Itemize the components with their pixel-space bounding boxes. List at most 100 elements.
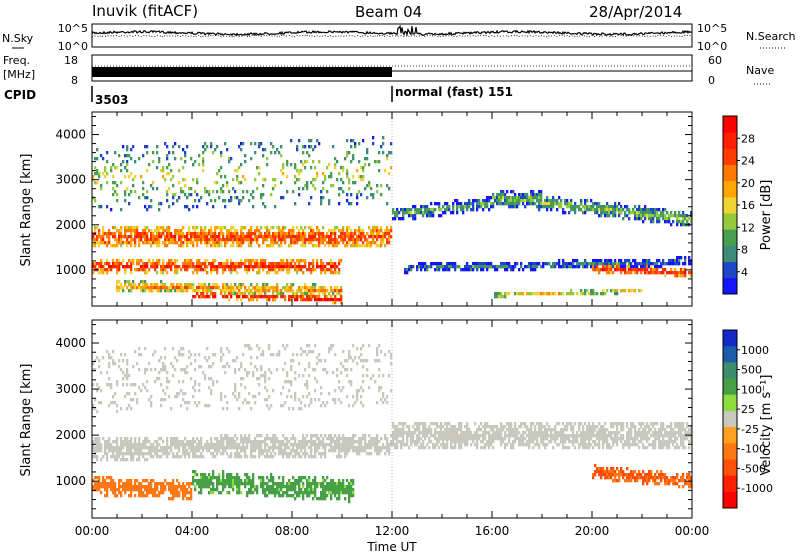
velocity-cell xyxy=(130,479,133,483)
power-cell xyxy=(222,232,225,236)
power-cell xyxy=(496,268,499,272)
velocity-cell xyxy=(342,365,345,369)
power-cell xyxy=(636,268,639,272)
power-cell xyxy=(410,211,413,215)
power-cell xyxy=(686,217,689,221)
power-cell xyxy=(292,292,295,296)
velocity-cell xyxy=(140,491,143,495)
velocity-cell xyxy=(134,350,137,354)
power-cell xyxy=(298,295,301,299)
power-cell xyxy=(256,241,259,245)
power-cell xyxy=(422,265,425,269)
power-cell xyxy=(94,226,97,230)
power-cell xyxy=(216,238,219,242)
velocity-cell xyxy=(138,443,141,447)
power-cell xyxy=(544,202,547,206)
power-cell xyxy=(338,262,341,266)
power-cell xyxy=(130,190,133,194)
velocity-cell xyxy=(394,434,397,438)
velocity-cell xyxy=(194,488,197,492)
power-cell xyxy=(212,295,215,299)
power-cell xyxy=(658,265,661,269)
power-cell xyxy=(212,238,215,242)
velocity-cell xyxy=(266,404,269,408)
power-cell xyxy=(220,166,223,170)
velocity-cell xyxy=(128,449,131,453)
velocity-cell xyxy=(254,443,257,447)
velocity-cell xyxy=(96,356,99,360)
velocity-cell xyxy=(332,449,335,453)
power-cell xyxy=(144,271,147,275)
power-cell xyxy=(434,202,437,206)
power-cell xyxy=(322,181,325,185)
velocity-cell xyxy=(150,443,153,447)
velocity-cell xyxy=(228,446,231,450)
power-cell xyxy=(592,208,595,212)
power-cell xyxy=(452,265,455,269)
velocity-cell xyxy=(246,455,249,459)
power-cell xyxy=(114,190,117,194)
velocity-cell xyxy=(212,383,215,387)
power-cell xyxy=(432,214,435,218)
power-cell xyxy=(184,235,187,239)
velocity-cell xyxy=(246,344,249,348)
power-cell xyxy=(202,232,205,236)
power-cell xyxy=(424,262,427,266)
velocity-cell xyxy=(260,443,263,447)
velocity-cell xyxy=(198,446,201,450)
velocity-cell xyxy=(244,344,247,348)
power-cell xyxy=(124,190,127,194)
velocity-cell xyxy=(384,437,387,441)
velocity-cell xyxy=(284,443,287,447)
power-cell xyxy=(222,295,225,299)
power-cell xyxy=(236,229,239,233)
velocity-cell xyxy=(298,440,301,444)
power-cell xyxy=(308,235,311,239)
velocity-cell xyxy=(272,491,275,495)
power-cell xyxy=(568,292,571,296)
power-cell xyxy=(318,289,321,293)
power-cell xyxy=(152,283,155,287)
velocity-cell xyxy=(148,446,151,450)
power-cell xyxy=(350,232,353,236)
power-cell xyxy=(304,184,307,188)
velocity-cell xyxy=(178,350,181,354)
velocity-cell xyxy=(322,494,325,498)
velocity-cell xyxy=(218,449,221,453)
velocity-cell xyxy=(262,482,265,486)
power-cell xyxy=(258,229,261,233)
power-cell xyxy=(558,292,561,296)
power-cell xyxy=(648,259,651,263)
power-cell xyxy=(266,235,269,239)
velocity-cell xyxy=(236,449,239,453)
velocity-cell xyxy=(222,485,225,489)
velocity-cell xyxy=(102,356,105,360)
power-cell xyxy=(540,202,543,206)
power-cell xyxy=(312,295,315,299)
power-cell xyxy=(312,268,315,272)
y-tick-label: 1000 xyxy=(55,263,86,277)
velocity-cell xyxy=(332,488,335,492)
velocity-cell xyxy=(222,353,225,357)
velocity-cell xyxy=(322,437,325,441)
power-cell xyxy=(368,181,371,185)
power-cell xyxy=(302,265,305,269)
velocity-cell xyxy=(182,368,185,372)
power-cell xyxy=(396,214,399,218)
power-cell xyxy=(206,235,209,239)
velocity-cell xyxy=(282,449,285,453)
power-cell xyxy=(236,286,239,290)
power-cell xyxy=(266,271,269,275)
power-cell xyxy=(330,298,333,302)
velocity-cell xyxy=(260,368,263,372)
velocity-cell xyxy=(168,482,171,486)
velocity-cell xyxy=(148,491,151,495)
velocity-cell xyxy=(116,404,119,408)
velocity-cell xyxy=(304,404,307,408)
power-cell xyxy=(98,172,101,176)
velocity-cell xyxy=(144,437,147,441)
power-cell xyxy=(286,286,289,290)
power-cell xyxy=(104,169,107,173)
power-cell xyxy=(256,166,259,170)
power-cell xyxy=(186,145,189,149)
